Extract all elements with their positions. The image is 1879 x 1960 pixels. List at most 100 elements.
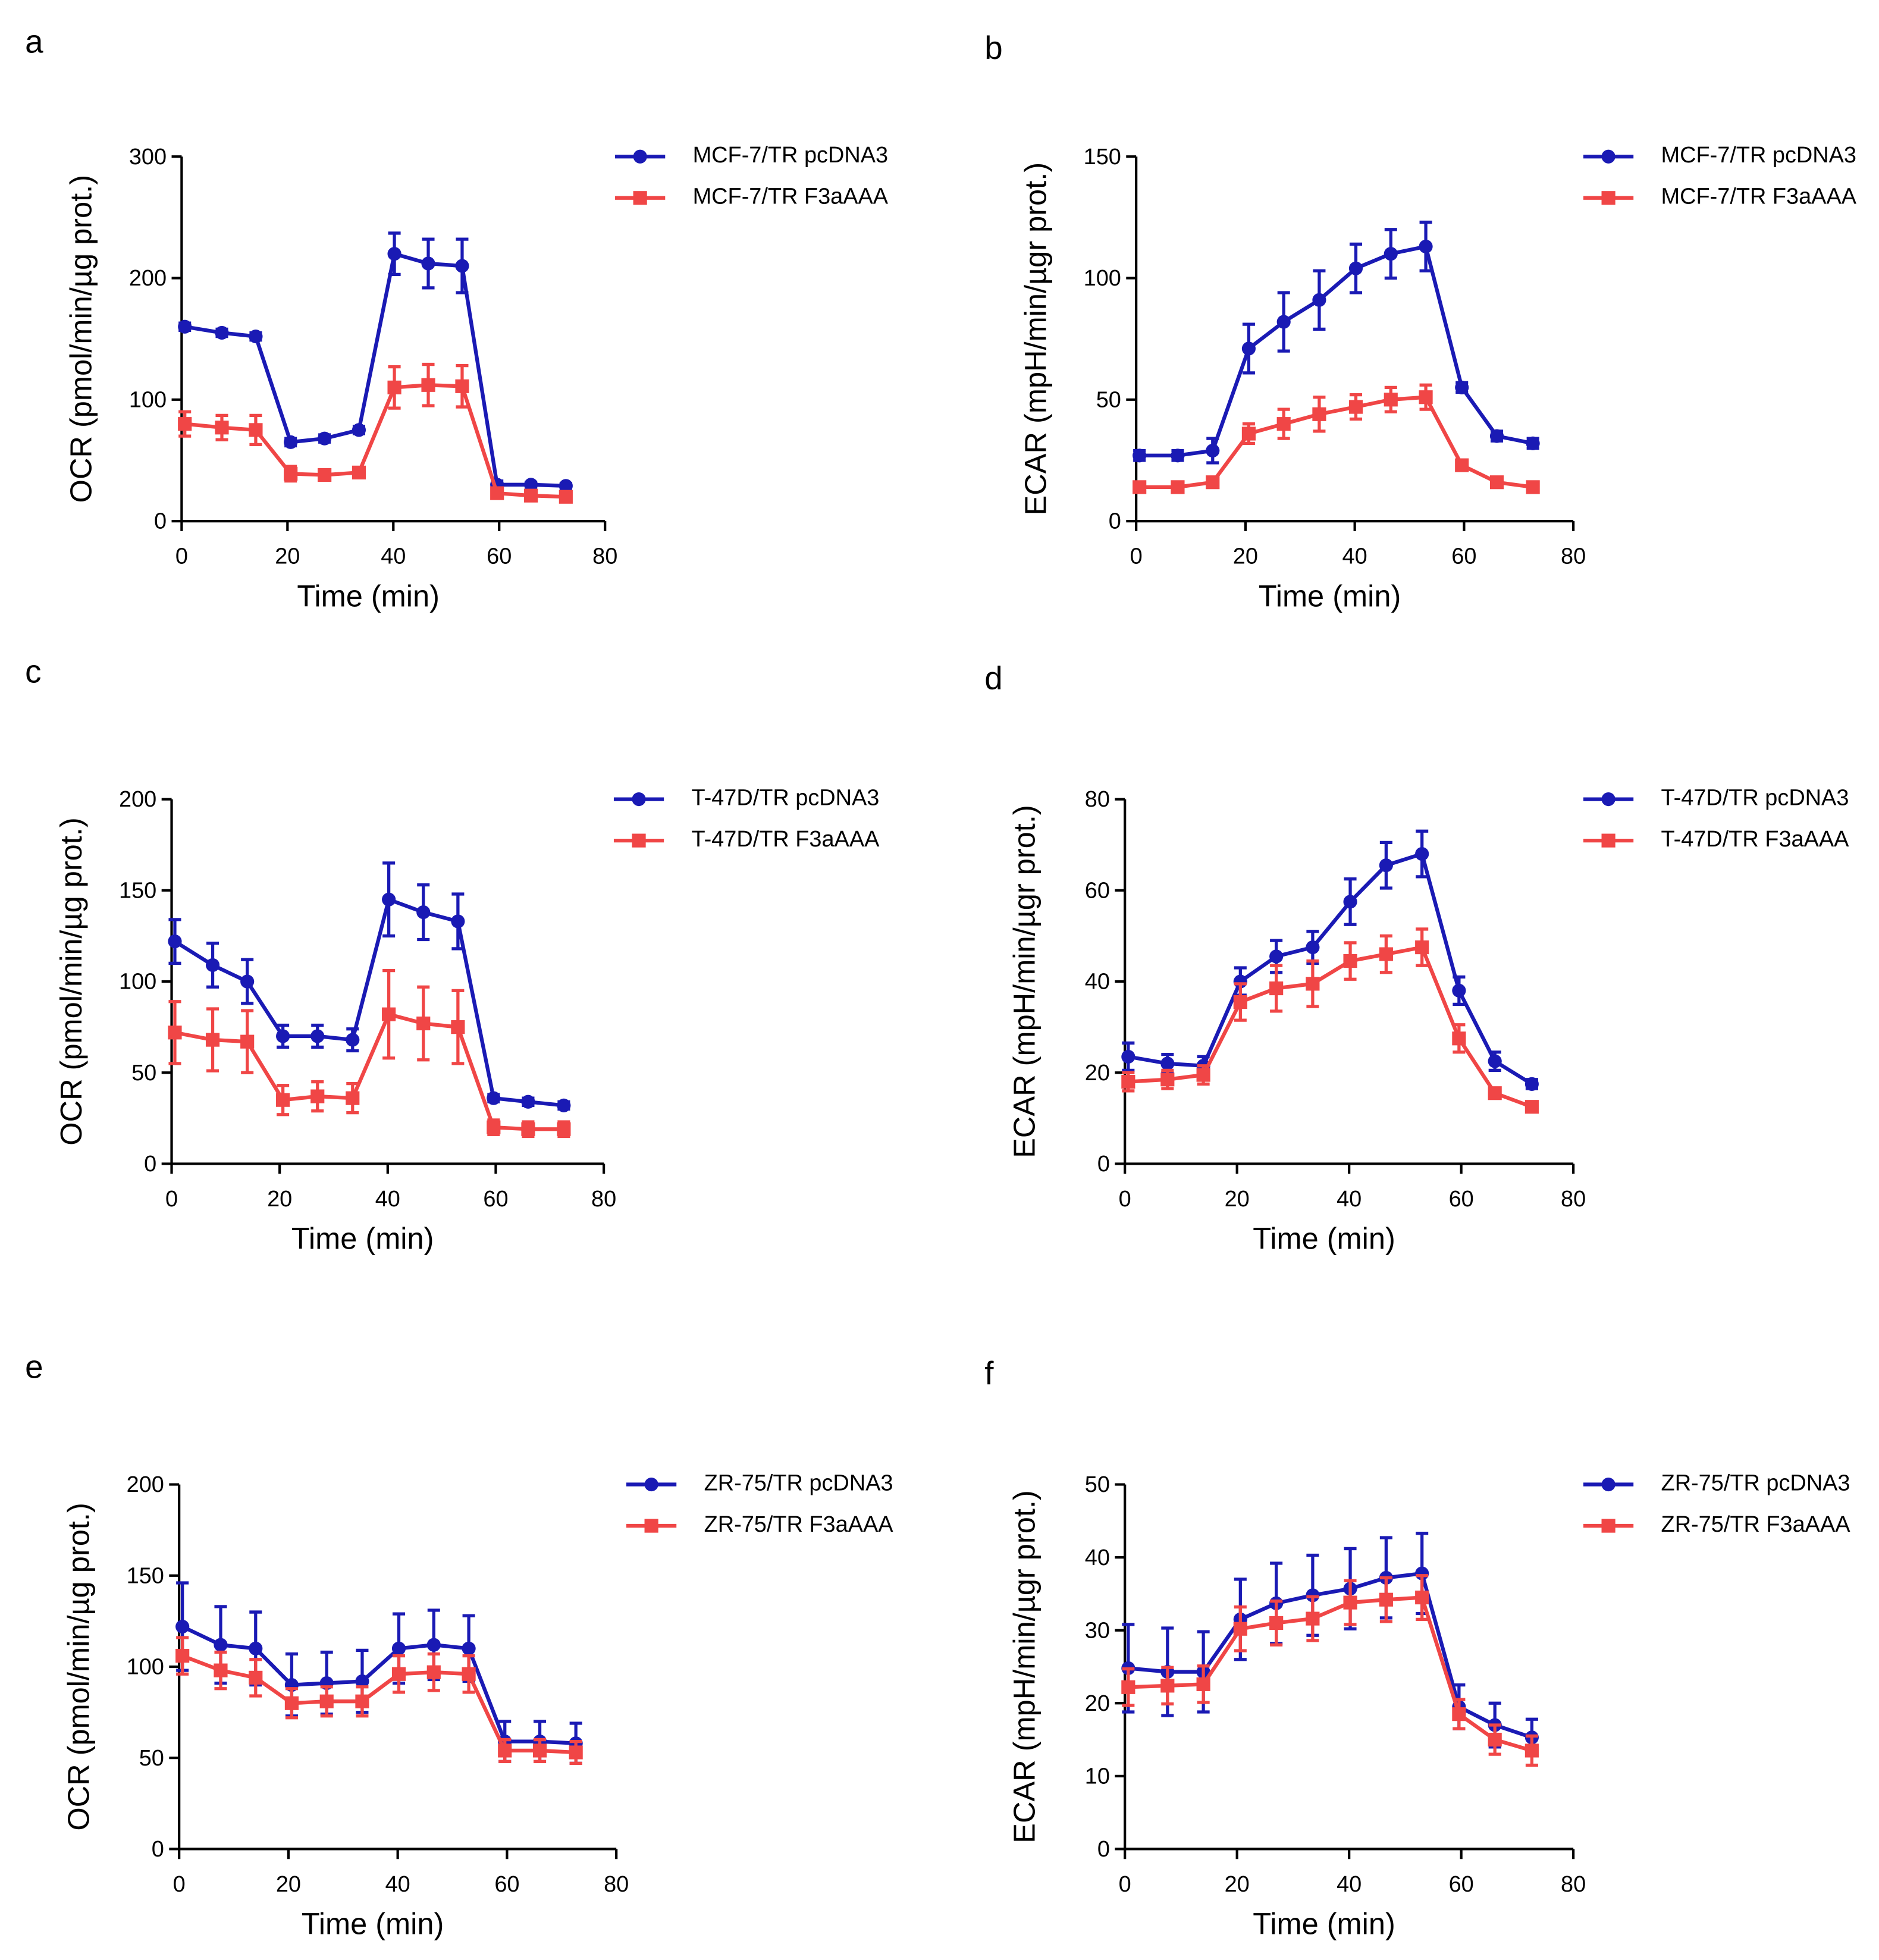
- marker: [559, 479, 573, 493]
- legend-label: T-47D/TR F3aAAA: [692, 827, 880, 852]
- marker: [276, 1093, 290, 1107]
- marker: [1312, 407, 1326, 421]
- marker: [1524, 1743, 1539, 1758]
- marker: [1269, 981, 1284, 996]
- marker: [391, 1667, 406, 1681]
- marker: [1121, 1074, 1135, 1089]
- x-tick-label: 0: [175, 544, 188, 569]
- y-tick-label: 80: [1085, 787, 1110, 812]
- legend-label: T-47D/TR pcDNA3: [1661, 786, 1849, 811]
- marker: [1206, 444, 1220, 458]
- marker: [455, 379, 469, 393]
- y-tick-label: 100: [127, 1655, 164, 1680]
- marker: [1379, 1592, 1393, 1607]
- marker: [1160, 1072, 1175, 1087]
- marker: [1526, 480, 1540, 494]
- y-tick-label: 200: [129, 266, 167, 291]
- y-tick-label: 30: [1085, 1618, 1110, 1643]
- marker: [1171, 449, 1185, 463]
- marker: [490, 486, 504, 500]
- panel: c 0 50 100 150 200 0 20 40 60 80 Time (min) OCR (pmo…: [25, 653, 880, 1256]
- legend-marker: [1601, 833, 1615, 848]
- marker: [1384, 393, 1398, 407]
- x-tick-label: 20: [1225, 1872, 1250, 1897]
- marker: [318, 468, 332, 482]
- marker: [557, 1098, 571, 1112]
- marker: [1489, 475, 1504, 490]
- marker: [1233, 995, 1247, 1009]
- y-tick-label: 200: [127, 1472, 164, 1497]
- y-tick-label: 100: [119, 970, 156, 995]
- marker: [1488, 1732, 1502, 1747]
- marker: [487, 1091, 501, 1105]
- x-tick-label: 60: [1449, 1872, 1474, 1897]
- marker: [240, 974, 255, 989]
- marker: [214, 1663, 228, 1677]
- x-tick-label: 80: [592, 544, 617, 569]
- marker: [1524, 1077, 1539, 1091]
- y-tick-label: 0: [1109, 509, 1121, 534]
- legend-marker: [632, 833, 646, 848]
- legend-label: ZR-75/TR pcDNA3: [704, 1471, 893, 1496]
- marker: [557, 1122, 571, 1136]
- marker: [215, 421, 229, 435]
- panel-label: c: [25, 653, 41, 690]
- marker: [1524, 1100, 1539, 1114]
- y-tick-label: 50: [131, 1061, 156, 1086]
- marker: [521, 1122, 535, 1136]
- marker: [175, 1649, 190, 1663]
- legend-label: T-47D/TR pcDNA3: [692, 786, 880, 811]
- marker: [1121, 1680, 1135, 1694]
- legend-label: ZR-75/TR F3aAAA: [1661, 1512, 1851, 1537]
- marker: [1233, 1622, 1247, 1636]
- marker: [498, 1743, 512, 1758]
- x-axis-title: Time (min): [291, 1222, 434, 1256]
- legend-marker: [644, 1519, 658, 1533]
- marker: [175, 1619, 190, 1634]
- series-line: [181, 1654, 576, 1755]
- marker: [1133, 480, 1147, 494]
- legend-label: MCF-7/TR F3aAAA: [693, 184, 889, 209]
- marker: [249, 329, 263, 344]
- y-tick-label: 300: [129, 145, 167, 170]
- marker: [1452, 983, 1466, 998]
- x-tick-label: 40: [375, 1187, 400, 1212]
- marker: [416, 905, 431, 920]
- marker: [1452, 1707, 1466, 1721]
- x-tick-label: 40: [385, 1872, 410, 1897]
- x-tick-label: 60: [1449, 1187, 1474, 1212]
- marker: [215, 325, 229, 340]
- marker: [1133, 449, 1147, 463]
- marker: [352, 423, 366, 437]
- y-tick-label: 100: [1084, 266, 1121, 291]
- x-tick-label: 40: [1337, 1872, 1362, 1897]
- marker: [532, 1743, 547, 1758]
- marker: [1343, 1595, 1357, 1610]
- marker: [178, 319, 192, 334]
- marker: [462, 1641, 476, 1655]
- marker: [1348, 261, 1363, 275]
- x-tick-label: 80: [604, 1872, 629, 1897]
- marker: [1121, 1049, 1135, 1064]
- y-axis-title: ECAR (mpH/min/µgr prot.): [1008, 805, 1042, 1158]
- legend-marker: [1601, 149, 1615, 164]
- marker: [569, 1745, 583, 1760]
- marker: [524, 478, 538, 492]
- legend-label: T-47D/TR F3aAAA: [1661, 827, 1850, 852]
- marker: [1160, 1679, 1175, 1693]
- marker: [249, 423, 263, 437]
- panel: d 0 20 40 60 80 0 20 40 60 80 Time (min) ECAR (mpH/m…: [984, 659, 1849, 1255]
- y-tick-label: 50: [1085, 1472, 1110, 1497]
- marker: [1415, 846, 1429, 861]
- series-line: [1139, 395, 1533, 490]
- marker: [276, 1029, 290, 1043]
- x-tick-label: 20: [1233, 544, 1258, 569]
- marker: [318, 431, 332, 446]
- panel: a 0 100 200 300 0 20 40 60 80 Time (min) OCR (pmol/…: [25, 23, 889, 613]
- legend-marker: [1601, 191, 1615, 205]
- marker: [1269, 949, 1284, 964]
- marker: [168, 1026, 182, 1040]
- x-tick-label: 60: [494, 1872, 519, 1897]
